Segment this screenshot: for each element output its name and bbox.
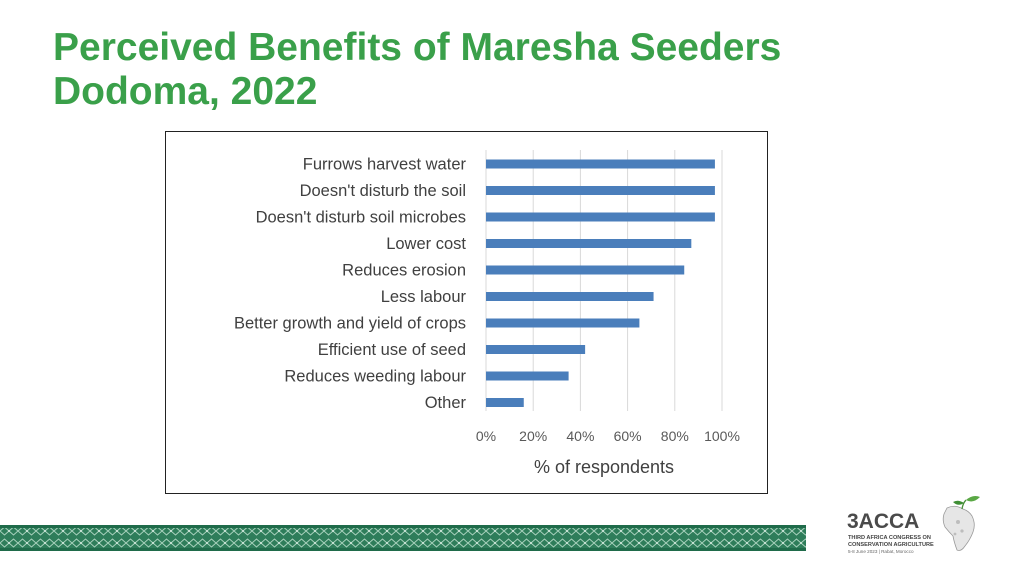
x-axis-title: % of respondents xyxy=(534,457,674,477)
category-label: Better growth and yield of crops xyxy=(234,315,466,333)
bar xyxy=(486,159,715,169)
sprout-icon xyxy=(953,496,980,510)
x-tick-label: 0% xyxy=(476,428,496,444)
bar xyxy=(486,239,692,248)
bar-chart: 0% 20% 40% 60% 80% 100% Furrows harvest water D… xyxy=(165,131,768,494)
category-label: Furrows harvest water xyxy=(303,156,467,174)
slide-title: Perceived Benefits of Maresha Seeders Do… xyxy=(53,26,953,114)
bar xyxy=(486,345,586,354)
category-label: Less labour xyxy=(381,288,467,306)
slide-title-line-1: Perceived Benefits of Maresha Seeders xyxy=(53,26,782,69)
category-label: Other xyxy=(425,394,467,412)
x-tick-label: 40% xyxy=(566,428,594,444)
category-label: Efficient use of seed xyxy=(318,341,466,359)
logo-line-2: CONSERVATION AGRICULTURE xyxy=(848,542,934,548)
category-label: Lower cost xyxy=(386,235,466,253)
logo-line-3: 5-8 June 2023 | Rabat, Morocco xyxy=(848,549,914,554)
category-label: Reduces erosion xyxy=(342,262,466,280)
congress-logo: 3ACCA THIRD AFRICA CONGRESS ON CONSERVAT… xyxy=(847,496,980,554)
bar xyxy=(486,398,524,407)
bar-chart-svg: 0% 20% 40% 60% 80% 100% Furrows harvest water D… xyxy=(234,150,740,477)
x-tick-label: 100% xyxy=(704,428,740,444)
logo-line-1: THIRD AFRICA CONGRESS ON xyxy=(848,535,931,541)
decorative-pattern-band xyxy=(0,525,806,551)
x-tick-label: 60% xyxy=(614,428,642,444)
slide-title-line-2: Dodoma, 2022 xyxy=(53,70,318,113)
category-label: Doesn't disturb soil microbes xyxy=(256,209,466,227)
africa-map-icon xyxy=(942,505,975,551)
bar xyxy=(486,292,654,301)
logo-name: 3ACCA xyxy=(847,510,919,533)
x-tick-label: 80% xyxy=(661,428,689,444)
category-label: Reduces weeding labour xyxy=(284,368,466,386)
bar xyxy=(486,265,685,275)
bar xyxy=(486,371,569,381)
bar xyxy=(486,212,715,222)
x-tick-label: 20% xyxy=(519,428,547,444)
bar xyxy=(486,186,715,195)
category-label: Doesn't disturb the soil xyxy=(300,182,466,200)
bar xyxy=(486,318,640,328)
